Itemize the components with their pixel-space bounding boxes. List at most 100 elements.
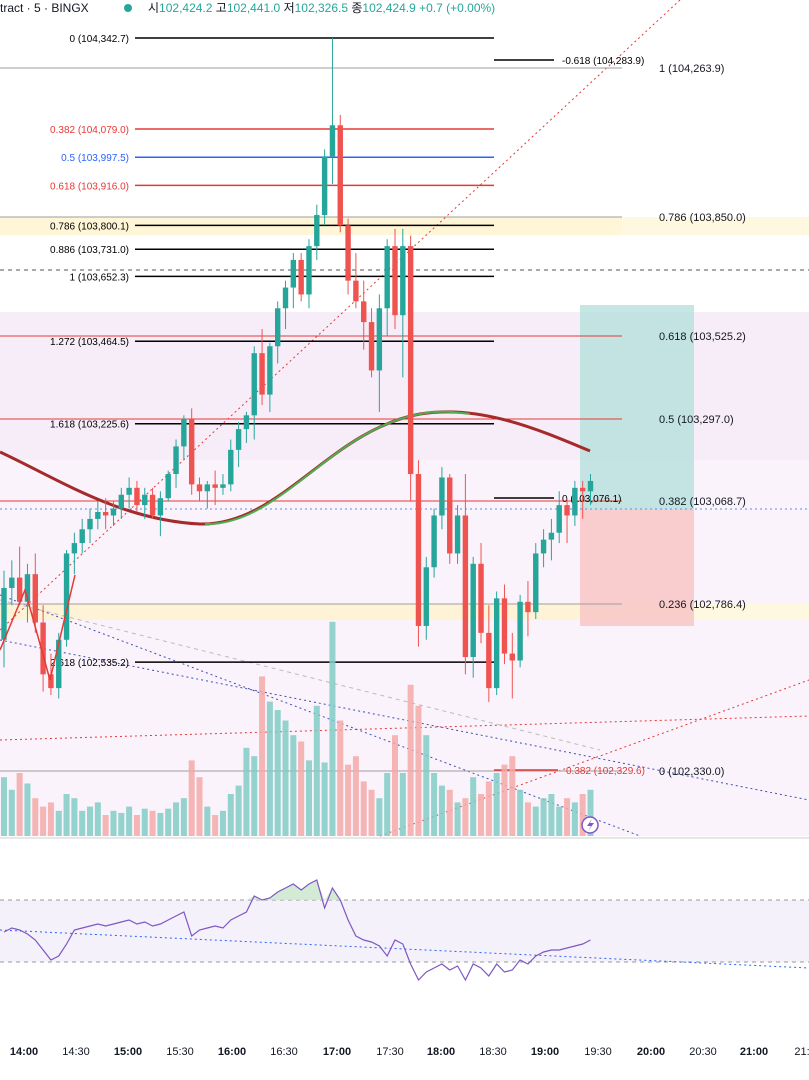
candle[interactable] — [251, 346, 257, 440]
bottom-toolbar — [0, 1066, 809, 1080]
candle[interactable] — [572, 480, 578, 526]
candle[interactable] — [142, 487, 148, 519]
candle[interactable] — [243, 411, 250, 443]
candle[interactable] — [548, 518, 555, 561]
volume-bar — [8, 789, 15, 836]
candle[interactable] — [447, 474, 453, 564]
candle[interactable] — [212, 470, 218, 506]
candle[interactable] — [235, 422, 242, 468]
candle[interactable] — [267, 342, 273, 412]
candle[interactable] — [486, 605, 492, 702]
trend-line-gray[interactable] — [0, 599, 601, 751]
candle[interactable] — [95, 501, 101, 530]
candle[interactable] — [493, 591, 500, 696]
moving-average-rising[interactable] — [204, 410, 471, 526]
candle[interactable] — [587, 474, 594, 506]
candle[interactable] — [423, 556, 429, 640]
candle[interactable] — [110, 501, 117, 526]
candle[interactable] — [290, 253, 297, 309]
candle[interactable] — [345, 218, 351, 295]
candle[interactable] — [87, 508, 93, 544]
candle[interactable] — [470, 556, 476, 678]
wave-drawing[interactable] — [0, 574, 76, 681]
candle[interactable] — [204, 480, 211, 509]
candle[interactable] — [392, 228, 398, 329]
candle[interactable] — [517, 594, 523, 668]
candle[interactable] — [16, 546, 23, 606]
candle[interactable] — [329, 37, 336, 184]
candle[interactable] — [181, 415, 187, 461]
volume-bar — [102, 815, 109, 836]
low-label: 저 — [283, 1, 295, 15]
candle[interactable] — [126, 477, 132, 509]
time-axis[interactable]: 14:00 14:30 15:00 15:30 16:00 16:30 17:00 17:30… — [10, 1046, 809, 1058]
candle[interactable] — [415, 460, 422, 647]
candle[interactable] — [298, 253, 304, 302]
volume-bar — [329, 621, 336, 836]
candle[interactable] — [478, 543, 484, 644]
position-profit-zone[interactable] — [580, 305, 694, 509]
volume-bar — [118, 812, 125, 836]
candle[interactable] — [306, 239, 312, 309]
candle[interactable] — [173, 439, 179, 488]
candle[interactable] — [376, 294, 383, 412]
candle[interactable] — [509, 632, 515, 699]
candle[interactable] — [368, 308, 375, 378]
candle[interactable] — [1, 570, 7, 668]
candle[interactable] — [454, 505, 461, 564]
candle[interactable] — [165, 470, 171, 502]
volume-bar — [63, 794, 70, 836]
candles[interactable] — [1, 37, 594, 702]
candle[interactable] — [9, 560, 15, 606]
volume-bar — [196, 777, 203, 836]
candle[interactable] — [282, 280, 289, 329]
candle[interactable] — [361, 280, 367, 350]
candle[interactable] — [71, 532, 78, 575]
candle[interactable] — [220, 474, 226, 495]
trend-line-down[interactable] — [0, 594, 641, 837]
market-status-dot — [124, 4, 132, 12]
candle[interactable] — [32, 553, 38, 633]
candle[interactable] — [564, 498, 570, 544]
candle[interactable] — [79, 518, 85, 554]
candle[interactable] — [533, 543, 539, 620]
candle[interactable] — [157, 491, 164, 537]
candle[interactable] — [118, 487, 124, 519]
volume-bar — [157, 812, 164, 836]
candle[interactable] — [353, 253, 359, 309]
volume-bar — [1, 777, 7, 836]
candle[interactable] — [275, 301, 281, 364]
candle[interactable] — [149, 487, 156, 519]
candle[interactable] — [556, 491, 562, 544]
position-loss-zone[interactable] — [580, 509, 694, 626]
candle[interactable] — [321, 149, 328, 226]
candle[interactable] — [337, 114, 343, 233]
candle[interactable] — [102, 498, 109, 530]
candle[interactable] — [188, 408, 195, 495]
candle[interactable] — [525, 581, 531, 637]
candle[interactable] — [540, 529, 547, 568]
candle[interactable] — [314, 204, 320, 260]
candle[interactable] — [439, 467, 445, 530]
volume-bar — [431, 773, 438, 836]
candle[interactable] — [40, 605, 46, 692]
candle[interactable] — [384, 239, 390, 336]
candle[interactable] — [407, 235, 414, 502]
candle[interactable] — [462, 474, 469, 675]
lightning-icon[interactable] — [581, 816, 599, 834]
rsi-line[interactable] — [3, 879, 591, 982]
candle[interactable] — [400, 228, 406, 378]
candle[interactable] — [259, 328, 265, 405]
candle[interactable] — [228, 439, 234, 492]
time-tick-label: 14:30 — [62, 1046, 90, 1058]
candle[interactable] — [63, 549, 70, 647]
candle[interactable] — [501, 584, 508, 664]
candle[interactable] — [134, 480, 140, 513]
symbol-title[interactable]: tract · 5 · BINGX — [0, 1, 89, 15]
candle[interactable] — [24, 563, 31, 623]
time-tick-label: 16:00 — [218, 1046, 246, 1058]
candle[interactable] — [579, 480, 586, 519]
candle[interactable] — [196, 477, 203, 502]
candle[interactable] — [431, 508, 437, 578]
